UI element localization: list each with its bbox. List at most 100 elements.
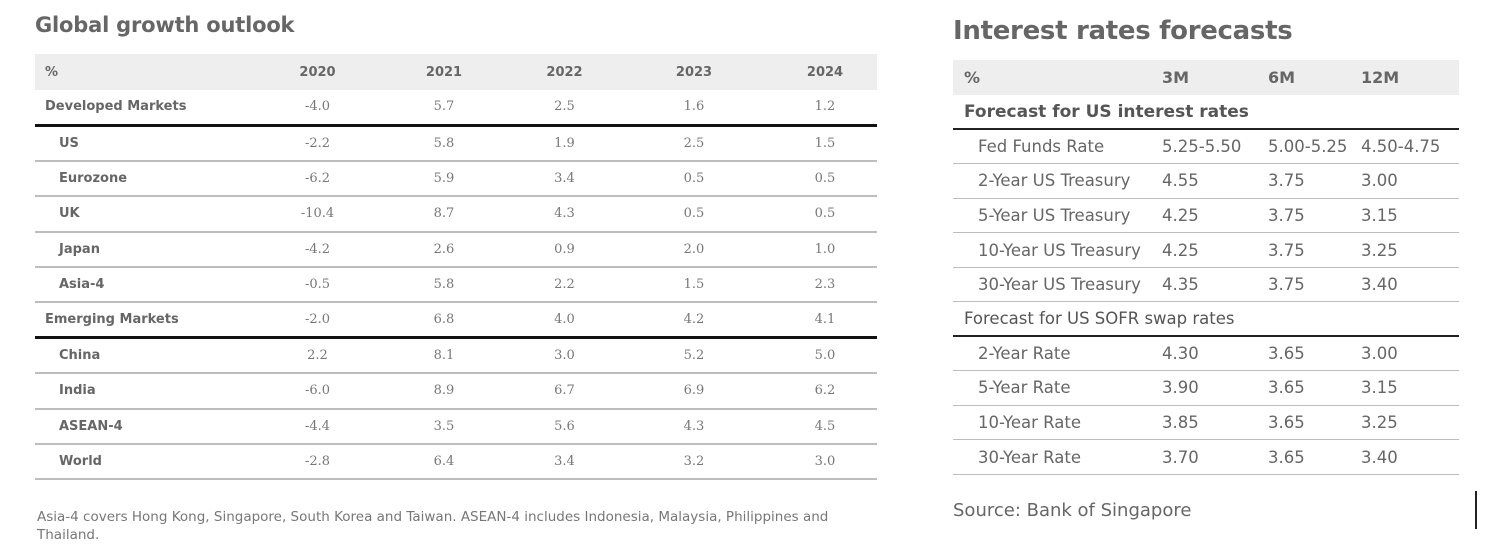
- table-row: 10-Year Rate 3.85 3.65 3.25: [953, 405, 1459, 441]
- growth-value-cell: 6.8: [374, 302, 514, 340]
- growth-value-cell: 0.5: [773, 160, 877, 198]
- rate-value-cell: 3.25: [1361, 405, 1459, 441]
- growth-value-cell: 3.0: [773, 443, 877, 481]
- rate-value-cell: 4.25: [1162, 232, 1268, 268]
- rate-label: Fed Funds Rate: [953, 129, 1162, 165]
- growth-value-cell: -4.0: [261, 90, 374, 127]
- growth-value-cell: 6.2: [773, 373, 877, 410]
- rate-value-cell: 3.25: [1361, 232, 1459, 268]
- growth-value-cell: 3.4: [514, 160, 615, 198]
- growth-value-cell: 2.6: [374, 231, 514, 268]
- rate-value-cell: 3.00: [1361, 335, 1459, 372]
- growth-value-cell: 5.2: [615, 337, 773, 375]
- table-row: ASEAN-4 -4.4 3.5 5.6 4.3 4.5: [35, 408, 877, 445]
- growth-value-cell: 6.9: [615, 373, 773, 410]
- growth-value-cell: -2.0: [261, 302, 374, 340]
- growth-value-cell: 5.8: [374, 125, 514, 162]
- table-row: Asia-4 -0.5 5.8 2.2 1.5 2.3: [35, 266, 877, 304]
- rate-value-cell: 3.15: [1361, 198, 1459, 234]
- rate-value-cell: 3.65: [1268, 370, 1361, 406]
- rate-label: 5-Year Rate: [953, 370, 1162, 406]
- rate-value-cell: 5.00-5.25: [1268, 129, 1361, 165]
- rate-value-cell: 3.65: [1268, 405, 1361, 441]
- growth-value-cell: 2.3: [773, 266, 877, 304]
- growth-value-cell: 5.7: [374, 90, 514, 127]
- section-title: Forecast for US SOFR swap rates: [953, 301, 1459, 337]
- header-year: 2023: [675, 64, 713, 80]
- table-row: UK -10.4 8.7 4.3 0.5 0.5: [35, 196, 877, 233]
- rate-value-cell: 3.65: [1268, 335, 1361, 372]
- table-row: 10-Year US Treasury 4.25 3.75 3.25: [953, 232, 1459, 268]
- table-row: 30-Year Rate 3.70 3.65 3.40: [953, 439, 1459, 475]
- rate-value-cell: 4.30: [1162, 335, 1268, 372]
- growth-value-cell: 0.9: [514, 231, 615, 268]
- table-row: Eurozone -6.2 5.9 3.4 0.5 0.5: [35, 160, 877, 198]
- growth-value-cell: 4.5: [773, 408, 877, 445]
- growth-value-cell: 1.9: [514, 125, 615, 162]
- header-year: 2022: [546, 64, 583, 80]
- table-row: Japan -4.2 2.6 0.9 2.0 1.0: [35, 231, 877, 268]
- rate-value-cell: 4.35: [1162, 267, 1268, 303]
- growth-value-cell: 0.5: [615, 160, 773, 198]
- growth-outlook-panel: Global growth outlook % 2020 2021 2022 2…: [35, 10, 877, 481]
- rate-value-cell: 4.50-4.75: [1361, 129, 1459, 165]
- table-row: India -6.0 8.9 6.7 6.9 6.2: [35, 373, 877, 410]
- growth-value-cell: 8.9: [374, 373, 514, 410]
- header-unit: %: [964, 68, 981, 87]
- rate-value-cell: 3.40: [1361, 267, 1459, 303]
- growth-value-cell: -4.2: [261, 231, 374, 268]
- rate-label: 10-Year US Treasury: [953, 232, 1162, 268]
- row-label: Asia-4: [35, 266, 261, 304]
- growth-value-cell: -6.2: [261, 160, 374, 198]
- rates-table-body: Forecast for US interest rates Fed Funds …: [953, 95, 1459, 475]
- growth-table-body: Developed Markets -4.0 5.7 2.5 1.6 1.2 US -2.2 5…: [35, 90, 877, 481]
- growth-value-cell: 5.6: [514, 408, 615, 445]
- section-header-row: Forecast for US SOFR swap rates: [953, 301, 1459, 337]
- rate-value-cell: 4.25: [1162, 198, 1268, 234]
- row-label: China: [35, 337, 261, 375]
- growth-value-cell: 3.5: [374, 408, 514, 445]
- growth-value-cell: 0.5: [773, 196, 877, 233]
- rate-value-cell: 3.90: [1162, 370, 1268, 406]
- growth-value-cell: 1.5: [615, 266, 773, 304]
- header-tenor: 12M: [1361, 68, 1400, 87]
- rate-value-cell: 3.15: [1361, 370, 1459, 406]
- growth-value-cell: 8.7: [374, 196, 514, 233]
- growth-value-cell: 3.2: [615, 443, 773, 481]
- growth-value-cell: 5.9: [374, 160, 514, 198]
- growth-value-cell: -2.8: [261, 443, 374, 481]
- rate-value-cell: 3.40: [1361, 439, 1459, 475]
- header-year: 2024: [806, 64, 844, 80]
- growth-value-cell: 1.0: [773, 231, 877, 268]
- table-row: 2-Year Rate 4.30 3.65 3.00: [953, 335, 1459, 372]
- growth-value-cell: 5.8: [374, 266, 514, 304]
- row-label: Eurozone: [35, 160, 261, 198]
- growth-title: Global growth outlook: [35, 13, 295, 37]
- rate-value-cell: 3.75: [1268, 163, 1361, 199]
- growth-value-cell: 0.5: [615, 196, 773, 233]
- growth-value-cell: -6.0: [261, 373, 374, 410]
- growth-value-cell: 2.0: [615, 231, 773, 268]
- row-label: World: [35, 443, 261, 481]
- table-row: China 2.2 8.1 3.0 5.2 5.0: [35, 337, 877, 375]
- rate-label: 30-Year US Treasury: [953, 267, 1162, 303]
- rates-title: Interest rates forecasts: [953, 16, 1293, 46]
- growth-value-cell: 3.4: [514, 443, 615, 481]
- growth-value-cell: 2.2: [261, 337, 374, 375]
- growth-footnote: Asia-4 covers Hong Kong, Singapore, Sout…: [37, 509, 829, 543]
- header-year: 2021: [425, 64, 463, 80]
- group-row: Emerging Markets -2.0 6.8 4.0 4.2 4.1: [35, 302, 877, 340]
- growth-value-cell: 8.1: [374, 337, 514, 375]
- table-row: 30-Year US Treasury 4.35 3.75 3.40: [953, 267, 1459, 303]
- rate-value-cell: 3.75: [1268, 232, 1361, 268]
- growth-value-cell: 2.5: [615, 125, 773, 162]
- rate-label: 10-Year Rate: [953, 405, 1162, 441]
- source-note: Source: Bank of Singapore: [953, 500, 1192, 521]
- rate-value-cell: 3.00: [1361, 163, 1459, 199]
- rate-value-cell: 3.70: [1162, 439, 1268, 475]
- growth-value-cell: -10.4: [261, 196, 374, 233]
- growth-value-cell: 4.3: [615, 408, 773, 445]
- growth-value-cell: 3.0: [514, 337, 615, 375]
- growth-value-cell: 1.2: [773, 90, 877, 127]
- rates-table: % 3M 6M 12M Forecast for US interest rat…: [953, 60, 1459, 475]
